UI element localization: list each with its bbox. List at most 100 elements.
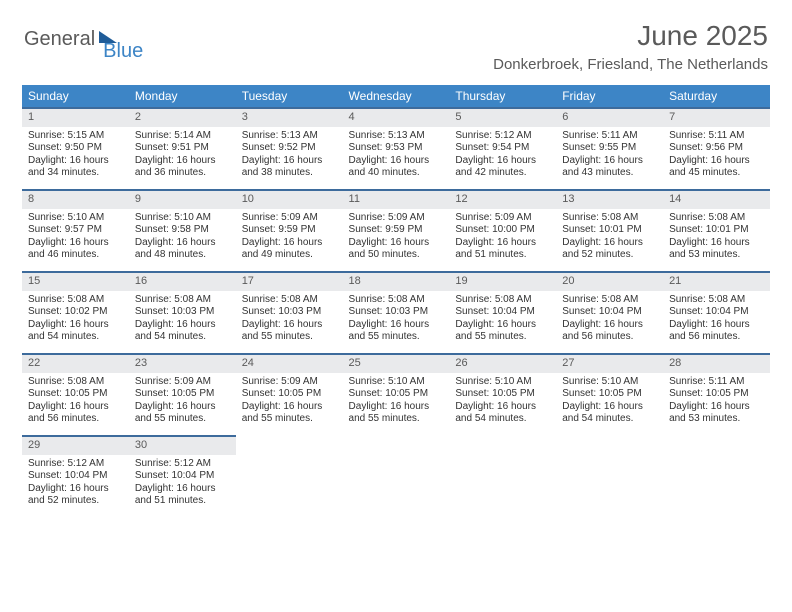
- sunrise-line: Sunrise: 5:09 AM: [135, 376, 230, 389]
- day-body: Sunrise: 5:09 AMSunset: 9:59 PMDaylight:…: [236, 209, 343, 266]
- daylight-line: Daylight: 16 hours and 34 minutes.: [28, 155, 123, 180]
- sunrise-line: Sunrise: 5:08 AM: [562, 212, 657, 225]
- daylight-line: Daylight: 16 hours and 55 minutes.: [349, 401, 444, 426]
- calendar-week-row: 1Sunrise: 5:15 AMSunset: 9:50 PMDaylight…: [22, 107, 770, 189]
- sunrise-line: Sunrise: 5:09 AM: [242, 376, 337, 389]
- day-number: 27: [556, 353, 663, 373]
- day-number: 17: [236, 271, 343, 291]
- daylight-line: Daylight: 16 hours and 52 minutes.: [28, 483, 123, 508]
- sunset-line: Sunset: 9:53 PM: [349, 142, 444, 155]
- daylight-line: Daylight: 16 hours and 36 minutes.: [135, 155, 230, 180]
- day-number: 25: [343, 353, 450, 373]
- day-number: 8: [22, 189, 129, 209]
- day-body: Sunrise: 5:14 AMSunset: 9:51 PMDaylight:…: [129, 127, 236, 184]
- calendar-day-cell: 10Sunrise: 5:09 AMSunset: 9:59 PMDayligh…: [236, 189, 343, 271]
- sunrise-line: Sunrise: 5:08 AM: [242, 294, 337, 307]
- weekday-header: Sunday: [22, 85, 129, 107]
- sunrise-line: Sunrise: 5:08 AM: [349, 294, 444, 307]
- daylight-line: Daylight: 16 hours and 54 minutes.: [28, 319, 123, 344]
- brand-word-2: Blue: [103, 40, 143, 63]
- day-body: Sunrise: 5:09 AMSunset: 10:05 PMDaylight…: [129, 373, 236, 430]
- day-number: 7: [663, 107, 770, 127]
- day-body: Sunrise: 5:13 AMSunset: 9:53 PMDaylight:…: [343, 127, 450, 184]
- calendar-day-cell: 2Sunrise: 5:14 AMSunset: 9:51 PMDaylight…: [129, 107, 236, 189]
- day-number: 29: [22, 435, 129, 455]
- sunset-line: Sunset: 9:58 PM: [135, 224, 230, 237]
- sunrise-line: Sunrise: 5:08 AM: [28, 376, 123, 389]
- daylight-line: Daylight: 16 hours and 40 minutes.: [349, 155, 444, 180]
- daylight-line: Daylight: 16 hours and 49 minutes.: [242, 237, 337, 262]
- calendar-day-cell: 7Sunrise: 5:11 AMSunset: 9:56 PMDaylight…: [663, 107, 770, 189]
- daylight-line: Daylight: 16 hours and 55 minutes.: [455, 319, 550, 344]
- sunset-line: Sunset: 9:56 PM: [669, 142, 764, 155]
- calendar-day-cell: 19Sunrise: 5:08 AMSunset: 10:04 PMDaylig…: [449, 271, 556, 353]
- sunrise-line: Sunrise: 5:13 AM: [349, 130, 444, 143]
- sunrise-line: Sunrise: 5:09 AM: [455, 212, 550, 225]
- day-number: 12: [449, 189, 556, 209]
- page-header: General Blue June 2025 Donkerbroek, Frie…: [0, 0, 792, 79]
- weekday-header: Friday: [556, 85, 663, 107]
- brand-word-1: General: [24, 28, 95, 51]
- calendar-day-cell: 26 Sunrise: 5:10 AMSunset: 10:05 PMDaylig…: [449, 353, 556, 435]
- calendar-day-cell: 23Sunrise: 5:09 AMSunset: 10:05 PMDaylig…: [129, 353, 236, 435]
- sunset-line: Sunset: 9:52 PM: [242, 142, 337, 155]
- calendar-day-cell: 6Sunrise: 5:11 AMSunset: 9:55 PMDaylight…: [556, 107, 663, 189]
- calendar-table: SundayMondayTuesdayWednesdayThursdayFrid…: [22, 85, 770, 517]
- sunset-line: Sunset: 10:04 PM: [455, 306, 550, 319]
- sunrise-line: Sunrise: 5:11 AM: [669, 130, 764, 143]
- day-body: Sunrise: 5:08 AMSunset: 10:04 PMDaylight…: [663, 291, 770, 348]
- day-number: 11: [343, 189, 450, 209]
- sunrise-line: Sunrise: 5:12 AM: [135, 458, 230, 471]
- day-body: Sunrise: 5:08 AMSunset: 10:03 PMDaylight…: [236, 291, 343, 348]
- calendar-day-cell: 5Sunrise: 5:12 AMSunset: 9:54 PMDaylight…: [449, 107, 556, 189]
- sunset-line: Sunset: 10:05 PM: [28, 388, 123, 401]
- sunset-line: Sunset: 10:03 PM: [349, 306, 444, 319]
- daylight-line: Daylight: 16 hours and 55 minutes.: [242, 401, 337, 426]
- day-number: 1: [22, 107, 129, 127]
- sunset-line: Sunset: 10:04 PM: [135, 470, 230, 483]
- sunrise-line: Sunrise: 5:10 AM: [135, 212, 230, 225]
- day-number: 9: [129, 189, 236, 209]
- sunset-line: Sunset: 10:05 PM: [669, 388, 764, 401]
- sunset-line: Sunset: 9:57 PM: [28, 224, 123, 237]
- day-body: Sunrise: 5:09 AMSunset: 10:05 PMDaylight…: [236, 373, 343, 430]
- sunset-line: Sunset: 10:05 PM: [562, 388, 657, 401]
- calendar-body: 1Sunrise: 5:15 AMSunset: 9:50 PMDaylight…: [22, 107, 770, 517]
- calendar-container: SundayMondayTuesdayWednesdayThursdayFrid…: [0, 79, 792, 517]
- sunset-line: Sunset: 10:04 PM: [562, 306, 657, 319]
- day-number: 13: [556, 189, 663, 209]
- sunset-line: Sunset: 10:05 PM: [349, 388, 444, 401]
- day-number: 6: [556, 107, 663, 127]
- calendar-day-cell: [236, 435, 343, 517]
- daylight-line: Daylight: 16 hours and 54 minutes.: [135, 319, 230, 344]
- weekday-header: Monday: [129, 85, 236, 107]
- daylight-line: Daylight: 16 hours and 55 minutes.: [242, 319, 337, 344]
- sunset-line: Sunset: 10:05 PM: [455, 388, 550, 401]
- daylight-line: Daylight: 16 hours and 54 minutes.: [455, 401, 550, 426]
- calendar-day-cell: 1Sunrise: 5:15 AMSunset: 9:50 PMDaylight…: [22, 107, 129, 189]
- calendar-day-cell: 18Sunrise: 5:08 AMSunset: 10:03 PMDaylig…: [343, 271, 450, 353]
- day-body: Sunrise: 5:08 AMSunset: 10:01 PMDaylight…: [663, 209, 770, 266]
- calendar-day-cell: 29Sunrise: 5:12 AMSunset: 10:04 PMDaylig…: [22, 435, 129, 517]
- day-body: Sunrise: 5:15 AMSunset: 9:50 PMDaylight:…: [22, 127, 129, 184]
- sunrise-line: Sunrise: 5:14 AM: [135, 130, 230, 143]
- day-number: 20: [556, 271, 663, 291]
- sunset-line: Sunset: 10:01 PM: [669, 224, 764, 237]
- calendar-day-cell: 28Sunrise: 5:11 AMSunset: 10:05 PMDaylig…: [663, 353, 770, 435]
- sunset-line: Sunset: 10:02 PM: [28, 306, 123, 319]
- sunrise-line: Sunrise: 5:10 AM: [455, 376, 550, 389]
- day-body: Sunrise: 5:08 AMSunset: 10:02 PMDaylight…: [22, 291, 129, 348]
- title-block: June 2025 Donkerbroek, Friesland, The Ne…: [493, 20, 768, 73]
- day-number: 23: [129, 353, 236, 373]
- day-number: 21: [663, 271, 770, 291]
- sunset-line: Sunset: 10:00 PM: [455, 224, 550, 237]
- day-number: 26: [449, 353, 556, 373]
- daylight-line: Daylight: 16 hours and 51 minutes.: [455, 237, 550, 262]
- sunset-line: Sunset: 10:05 PM: [135, 388, 230, 401]
- day-number: 3: [236, 107, 343, 127]
- daylight-line: Daylight: 16 hours and 53 minutes.: [669, 401, 764, 426]
- calendar-day-cell: 13Sunrise: 5:08 AMSunset: 10:01 PMDaylig…: [556, 189, 663, 271]
- day-body: Sunrise: 5:08 AMSunset: 10:03 PMDaylight…: [129, 291, 236, 348]
- calendar-day-cell: 21Sunrise: 5:08 AMSunset: 10:04 PMDaylig…: [663, 271, 770, 353]
- day-number: 5: [449, 107, 556, 127]
